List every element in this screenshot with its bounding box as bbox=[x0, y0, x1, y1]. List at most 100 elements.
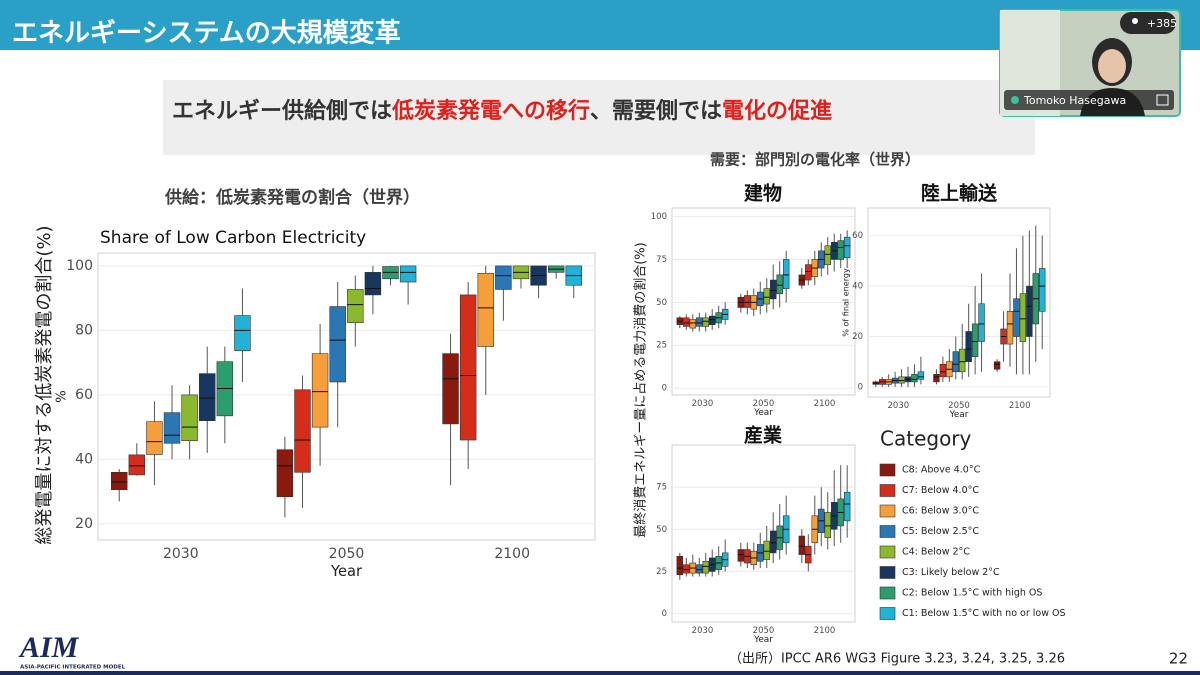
share-button[interactable] bbox=[1156, 94, 1169, 106]
legend-label: C8: Above 4.0°C bbox=[902, 465, 981, 476]
name-pill bbox=[1004, 90, 1174, 110]
legend-swatch bbox=[879, 607, 896, 620]
mic-icon bbox=[1011, 96, 1019, 104]
box bbox=[702, 561, 709, 574]
box bbox=[939, 363, 947, 378]
y-tick-label: 25 bbox=[656, 567, 667, 577]
legend-title: Category bbox=[880, 427, 972, 451]
slide-title: エネルギーシステムの大規模変革 bbox=[12, 18, 401, 49]
chart-title: 陸上輸送 bbox=[921, 182, 998, 205]
plot-area bbox=[97, 252, 596, 541]
box bbox=[843, 491, 851, 522]
box bbox=[181, 394, 198, 441]
box bbox=[798, 535, 806, 555]
x-tick-label: 2050 bbox=[329, 546, 365, 562]
y-tick-label: 100 bbox=[66, 258, 93, 274]
box bbox=[676, 555, 684, 576]
x-tick-label: 2100 bbox=[1009, 401, 1031, 411]
legend-swatch bbox=[879, 504, 896, 518]
y-tick-label: 25 bbox=[656, 341, 667, 351]
box bbox=[965, 331, 972, 363]
box bbox=[234, 315, 251, 352]
x-tick-label: 2100 bbox=[814, 399, 836, 409]
legend-swatch bbox=[879, 586, 896, 600]
box bbox=[971, 323, 979, 357]
box bbox=[952, 351, 959, 373]
legend-label: C5: Below 2.5°C bbox=[902, 526, 979, 537]
box bbox=[1006, 311, 1014, 345]
legend-label: C3: Likely below 2°C bbox=[902, 567, 1000, 578]
box bbox=[776, 274, 783, 295]
box bbox=[837, 240, 844, 260]
legend-swatch bbox=[879, 566, 896, 579]
box bbox=[442, 353, 459, 425]
box bbox=[737, 549, 745, 562]
box bbox=[347, 289, 364, 323]
x-tick-label: 2050 bbox=[948, 401, 970, 411]
box bbox=[163, 412, 181, 444]
x-tick-label: 2100 bbox=[814, 626, 836, 636]
box bbox=[1039, 268, 1046, 312]
box bbox=[276, 449, 294, 498]
video-person-face bbox=[1098, 49, 1126, 83]
legend-label: C2: Below 1.5°C with high OS bbox=[902, 588, 1042, 599]
box bbox=[689, 319, 696, 329]
y-tick-label: 0 bbox=[662, 609, 667, 619]
headline-part: 低炭素発電への移行 bbox=[391, 98, 590, 124]
box bbox=[199, 373, 216, 421]
box bbox=[146, 421, 163, 455]
y-tick-label: 0 bbox=[662, 384, 667, 394]
participants-button[interactable] bbox=[1120, 12, 1176, 34]
box bbox=[495, 265, 512, 290]
chart-title: 建物 bbox=[744, 182, 782, 205]
box bbox=[824, 512, 831, 539]
demand-heading: 需要：部門別の電化率（世界） bbox=[710, 151, 920, 169]
box bbox=[917, 371, 925, 380]
legend-swatch bbox=[879, 463, 896, 477]
box bbox=[683, 564, 690, 574]
y-axis-label: % bbox=[55, 390, 70, 403]
box bbox=[744, 295, 751, 308]
box bbox=[459, 294, 477, 441]
demand-ylabel: 最終消費エネルギー量に占める電力消費の割合(%) bbox=[633, 242, 649, 538]
box bbox=[696, 564, 703, 574]
y-tick-label: 75 bbox=[656, 255, 667, 265]
box bbox=[111, 471, 128, 490]
box bbox=[329, 306, 346, 383]
y-tick-label: 75 bbox=[656, 483, 667, 493]
box bbox=[911, 374, 918, 383]
box bbox=[770, 279, 777, 300]
box bbox=[824, 245, 831, 265]
plot-area bbox=[671, 207, 856, 396]
box bbox=[898, 376, 905, 384]
legend-swatch bbox=[879, 545, 896, 559]
y-tick-label: 20 bbox=[75, 516, 93, 532]
y-tick-label: 50 bbox=[656, 525, 667, 535]
box bbox=[959, 348, 966, 373]
legend-swatch bbox=[879, 525, 896, 538]
chart-title: Share of Low Carbon Electricity bbox=[100, 228, 366, 248]
box bbox=[1013, 298, 1020, 337]
x-tick-label: 2050 bbox=[753, 399, 775, 409]
logo: AIM bbox=[18, 631, 80, 664]
box bbox=[683, 317, 690, 327]
headline-part: 電化の促進 bbox=[722, 98, 832, 124]
box bbox=[702, 317, 709, 327]
x-tick-label: 2030 bbox=[692, 626, 714, 636]
y-tick-label: 20 bbox=[852, 332, 863, 342]
y-tick-label: 40 bbox=[852, 282, 863, 292]
chart-title: 産業 bbox=[744, 424, 783, 447]
source-note: （出所）IPCC AR6 WG3 Figure 3.23, 3.24, 3.25… bbox=[729, 652, 1065, 667]
box bbox=[782, 259, 790, 289]
participant-icon bbox=[1132, 18, 1138, 24]
box bbox=[763, 540, 770, 560]
box bbox=[709, 315, 716, 325]
page-number: 22 bbox=[1169, 650, 1188, 668]
box bbox=[1019, 293, 1027, 342]
box bbox=[128, 454, 146, 476]
logo-tagline: ASIA-PACIFIC INTEGRATED MODEL bbox=[20, 665, 126, 671]
x-tick-label: 2050 bbox=[753, 626, 775, 636]
y-tick-label: 80 bbox=[75, 322, 93, 338]
